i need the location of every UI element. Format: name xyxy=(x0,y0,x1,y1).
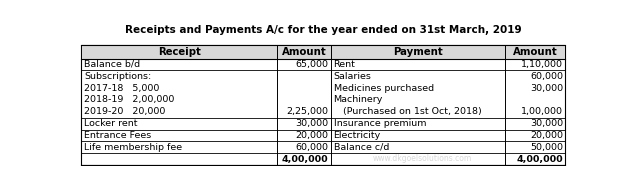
Text: 60,000: 60,000 xyxy=(295,143,328,152)
Text: Rent: Rent xyxy=(334,60,355,69)
Text: Amount: Amount xyxy=(281,47,326,57)
Text: 60,000: 60,000 xyxy=(530,72,563,81)
Text: Receipt: Receipt xyxy=(158,47,201,57)
Text: Entrance Fees: Entrance Fees xyxy=(85,131,151,140)
Text: 65,000: 65,000 xyxy=(295,60,328,69)
Text: Receipts and Payments A/c for the year ended on 31st March, 2019: Receipts and Payments A/c for the year e… xyxy=(125,25,522,35)
Text: 30,000: 30,000 xyxy=(530,84,563,93)
Text: 4,00,000: 4,00,000 xyxy=(516,155,563,164)
Text: www.dkgoelsolutions.com: www.dkgoelsolutions.com xyxy=(372,154,471,163)
Text: 2,25,000: 2,25,000 xyxy=(286,107,328,116)
Text: 20,000: 20,000 xyxy=(295,131,328,140)
Text: 2017-18   5,000: 2017-18 5,000 xyxy=(85,84,160,93)
Text: Subscriptions:: Subscriptions: xyxy=(85,72,151,81)
Bar xyxy=(81,45,565,165)
Text: 4,00,000: 4,00,000 xyxy=(281,155,328,164)
Text: Amount: Amount xyxy=(513,47,558,57)
Text: 2019-20   20,000: 2019-20 20,000 xyxy=(85,107,165,116)
Text: 30,000: 30,000 xyxy=(530,119,563,128)
Text: Balance b/d: Balance b/d xyxy=(85,60,140,69)
Text: 20,000: 20,000 xyxy=(530,131,563,140)
Text: Payment: Payment xyxy=(393,47,443,57)
Text: Insurance premium: Insurance premium xyxy=(334,119,426,128)
Text: Balance c/d: Balance c/d xyxy=(334,143,389,152)
Text: 50,000: 50,000 xyxy=(530,143,563,152)
Text: Locker rent: Locker rent xyxy=(85,119,138,128)
Text: Life membership fee: Life membership fee xyxy=(85,143,182,152)
Text: 1,10,000: 1,10,000 xyxy=(521,60,563,69)
Text: Machinery: Machinery xyxy=(334,96,383,105)
Text: 2018-19   2,00,000: 2018-19 2,00,000 xyxy=(85,96,175,105)
Text: 30,000: 30,000 xyxy=(295,119,328,128)
Text: Electricity: Electricity xyxy=(334,131,381,140)
Text: (Purchased on 1st Oct, 2018): (Purchased on 1st Oct, 2018) xyxy=(334,107,481,116)
Text: Medicines purchased: Medicines purchased xyxy=(334,84,433,93)
Text: 1,00,000: 1,00,000 xyxy=(521,107,563,116)
Text: Salaries: Salaries xyxy=(334,72,372,81)
Bar xyxy=(81,45,565,59)
